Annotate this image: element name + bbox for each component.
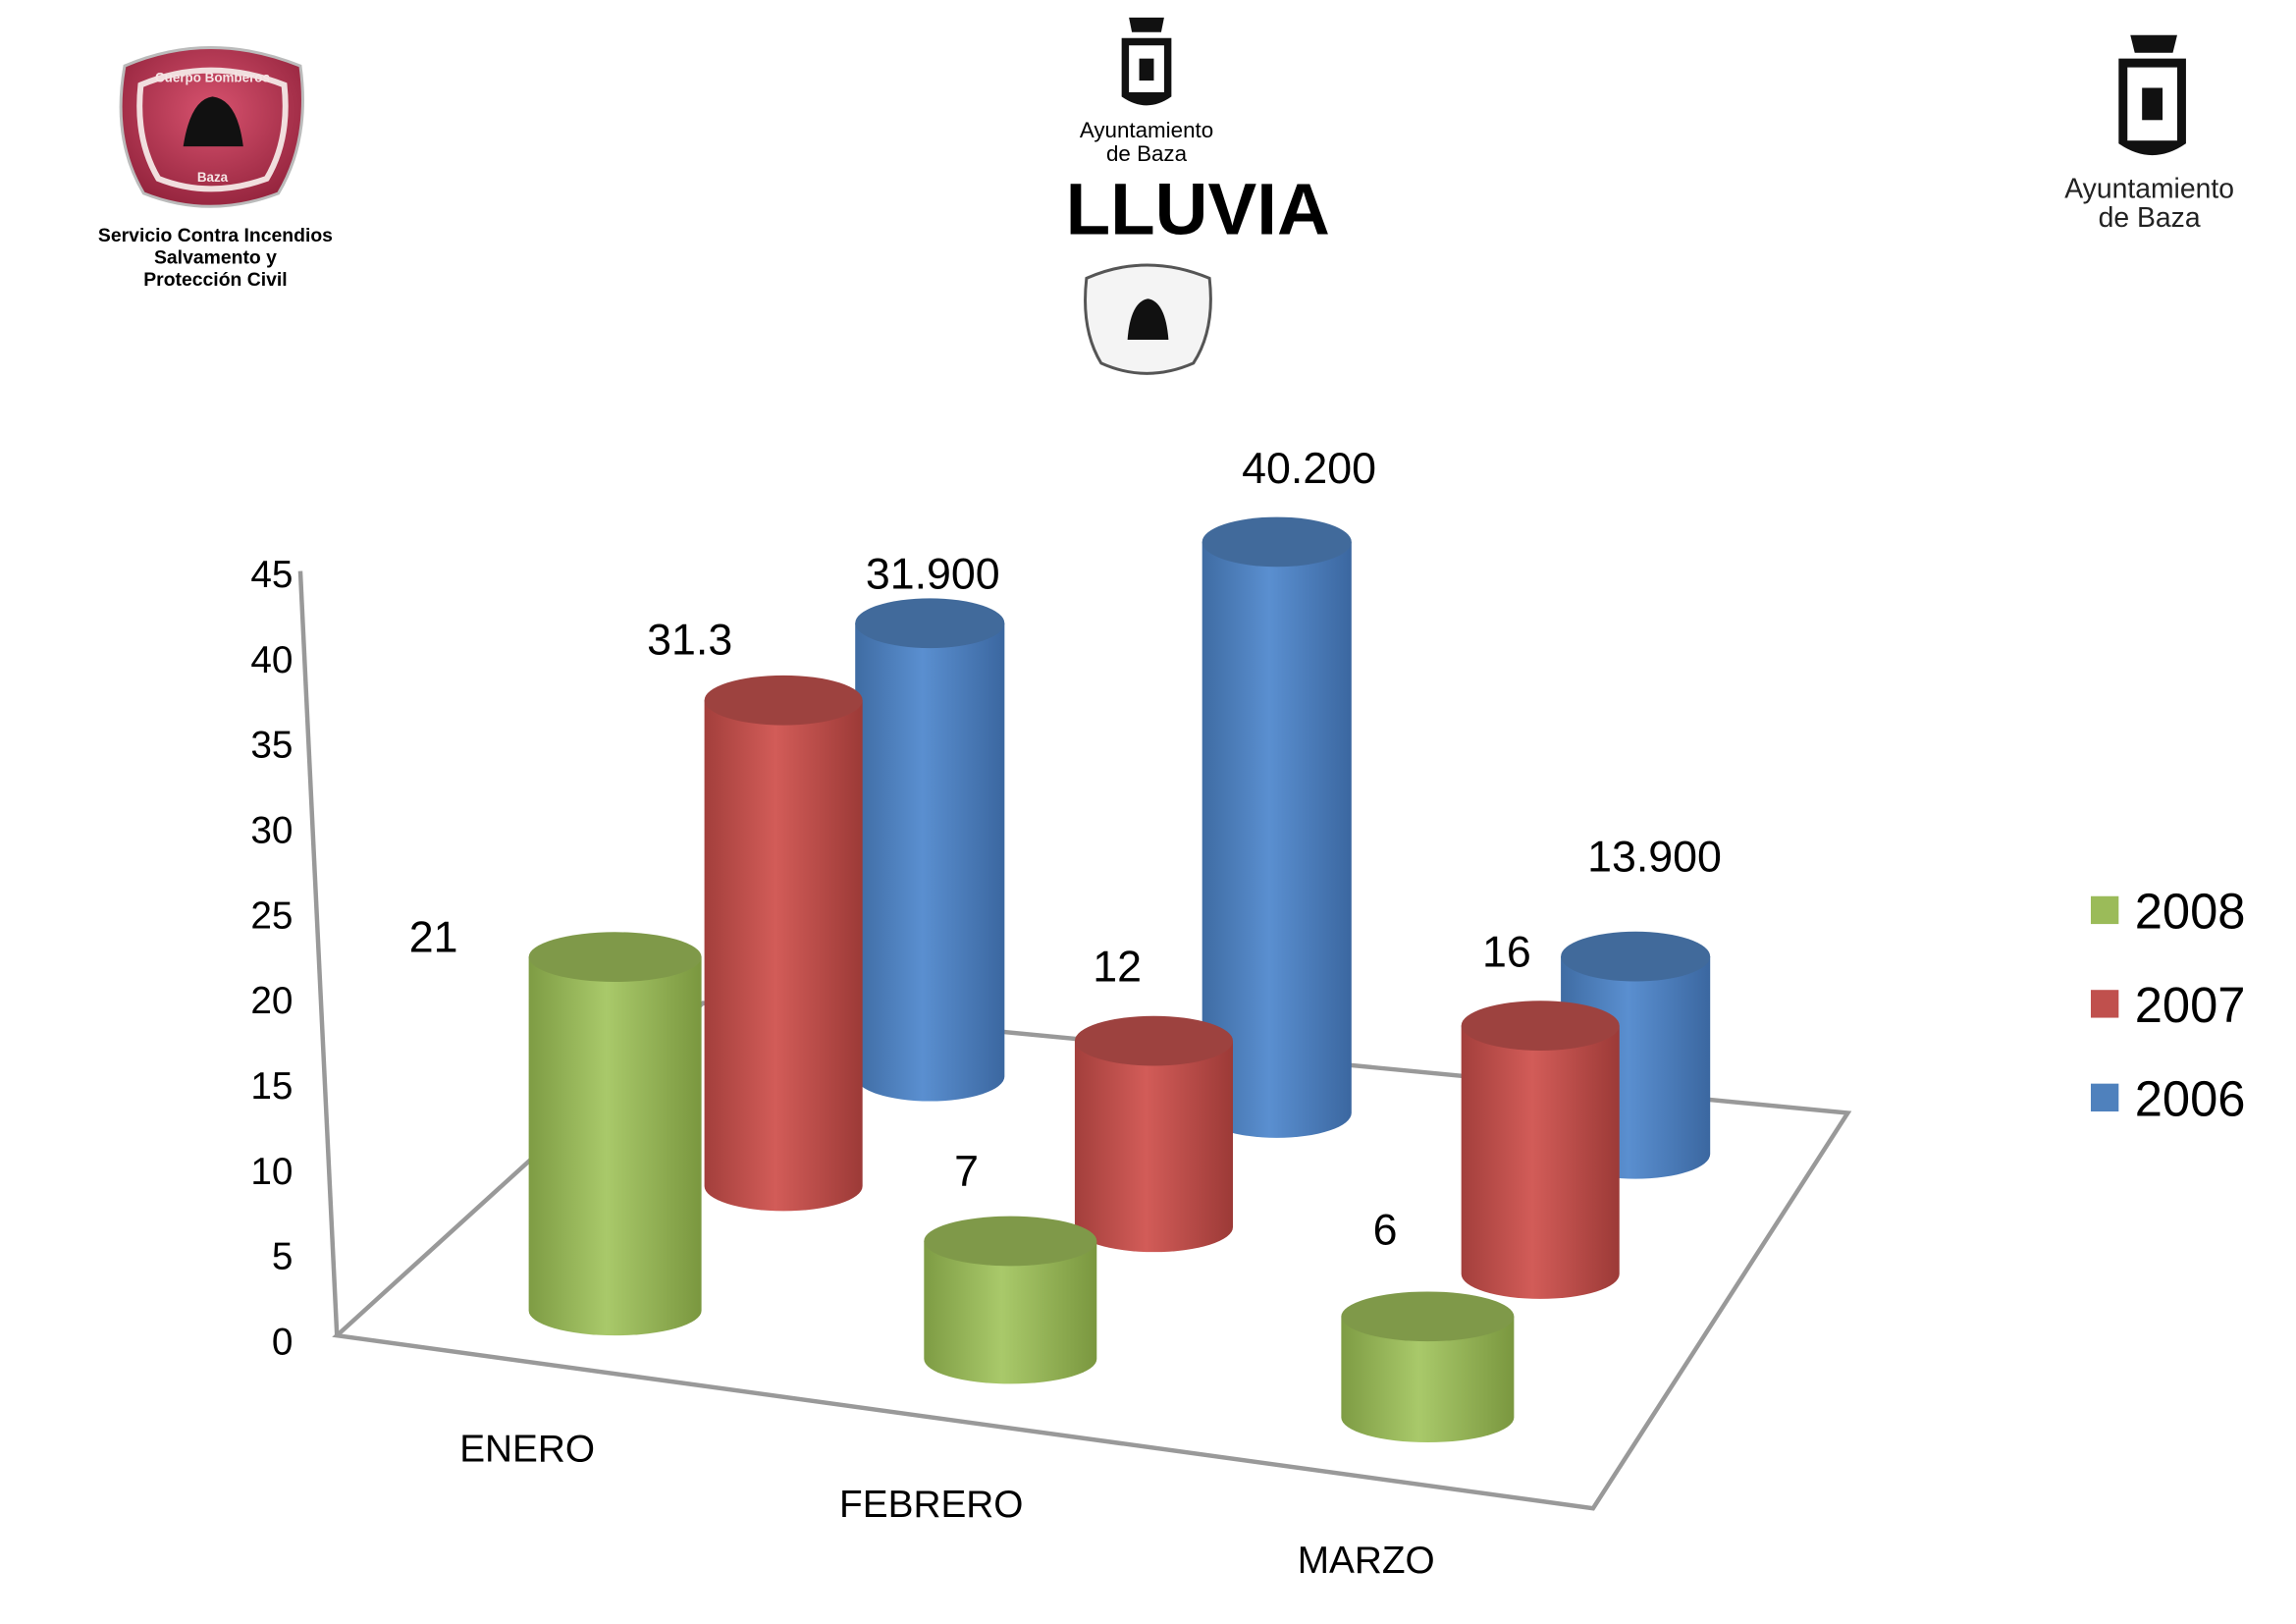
- y-tick-label: 10: [250, 1151, 293, 1193]
- data-label: 21: [409, 912, 458, 961]
- cylinder-top: [528, 932, 702, 983]
- center-logo-line-1: Ayuntamiento: [1080, 118, 1213, 142]
- bar-2007-marzo: [1461, 1001, 1620, 1299]
- bar-2008-enero: [528, 932, 702, 1336]
- bar-2007-febrero: [1074, 1015, 1234, 1253]
- badge-text-top: Cuerpo Bomberos: [155, 71, 270, 85]
- data-label: 16: [1482, 927, 1531, 976]
- x-category-label: FEBRERO: [839, 1484, 1023, 1526]
- cylinder-body: [1201, 541, 1352, 1138]
- cylinder-body: [528, 956, 702, 1336]
- data-label: 40.200: [1242, 444, 1376, 493]
- bar-2006-enero: [855, 598, 1005, 1102]
- legend-label-2007: 2007: [2135, 977, 2246, 1033]
- bar-2008-febrero: [924, 1216, 1097, 1384]
- y-tick-label: 30: [250, 810, 293, 852]
- cylinder-top: [704, 675, 863, 726]
- data-label: 6: [1373, 1206, 1398, 1255]
- legend-swatch-2007: [2090, 990, 2119, 1018]
- legend-label-2008: 2008: [2135, 884, 2246, 940]
- cylinder-top: [924, 1216, 1097, 1267]
- bar-2006-febrero: [1201, 516, 1352, 1138]
- left-logo-line-2: Salvamento y: [154, 246, 277, 268]
- y-tick-label: 45: [250, 554, 293, 596]
- x-category-label: MARZO: [1298, 1540, 1435, 1582]
- left-logo-line-3: Protección Civil: [143, 269, 287, 291]
- y-tick-label: 25: [250, 894, 293, 937]
- cylinder-top: [1074, 1015, 1234, 1066]
- cylinder-top: [1561, 931, 1711, 982]
- helmet-icon: [183, 96, 243, 147]
- y-tick-label: 0: [272, 1322, 294, 1364]
- y-tick-label: 40: [250, 639, 293, 681]
- badge-text-bottom: Baza: [197, 170, 229, 185]
- cylinder-top: [1201, 516, 1352, 568]
- right-logo-line-1: Ayuntamiento: [2064, 173, 2234, 204]
- left-logo-line-1: Servicio Contra Incendios: [98, 225, 333, 246]
- chart-title: LLUVIA: [1066, 168, 1330, 250]
- cylinder-body: [1074, 1041, 1234, 1253]
- y-tick-label: 5: [272, 1236, 294, 1278]
- data-label: 13.900: [1587, 832, 1722, 881]
- y-axis-line: [297, 570, 340, 1336]
- legend-swatch-2006: [2090, 1083, 2119, 1111]
- city-crest-logo-right: Ayuntamiento de Baza: [2064, 34, 2234, 234]
- fire-department-badge-grey: [1084, 263, 1212, 375]
- legend-swatch-2008: [2090, 895, 2119, 925]
- crown-icon: [1129, 17, 1164, 32]
- city-crest-logo-center: Ayuntamiento de Baza: [1080, 17, 1213, 166]
- data-label: 7: [954, 1147, 979, 1196]
- data-label: 31.3: [647, 616, 732, 665]
- bar-2007-enero: [704, 675, 863, 1212]
- cylinder-top: [855, 598, 1005, 649]
- data-label: 31.900: [866, 550, 1000, 599]
- right-logo-line-2: de Baza: [2099, 202, 2201, 234]
- bar-2008-marzo: [1341, 1291, 1515, 1443]
- cylinder-body: [1341, 1316, 1515, 1443]
- cylinder-body: [855, 623, 1005, 1102]
- cylinder-top: [1341, 1291, 1515, 1342]
- y-tick-label: 20: [250, 980, 293, 1022]
- cylinder-top: [1461, 1001, 1620, 1051]
- x-category-label: ENERO: [459, 1428, 595, 1470]
- y-tick-label: 35: [250, 725, 293, 767]
- center-logo-line-2: de Baza: [1106, 141, 1188, 166]
- data-label: 12: [1093, 942, 1142, 991]
- legend-label-2006: 2006: [2135, 1070, 2246, 1126]
- y-tick-label: 15: [250, 1065, 293, 1108]
- crown-icon: [2130, 34, 2177, 53]
- cylinder-body: [924, 1240, 1097, 1384]
- cylinder-body: [704, 700, 863, 1212]
- fire-department-logo: Cuerpo Bomberos Baza Servicio Contra Inc…: [98, 45, 333, 291]
- cylinder-body: [1461, 1025, 1620, 1299]
